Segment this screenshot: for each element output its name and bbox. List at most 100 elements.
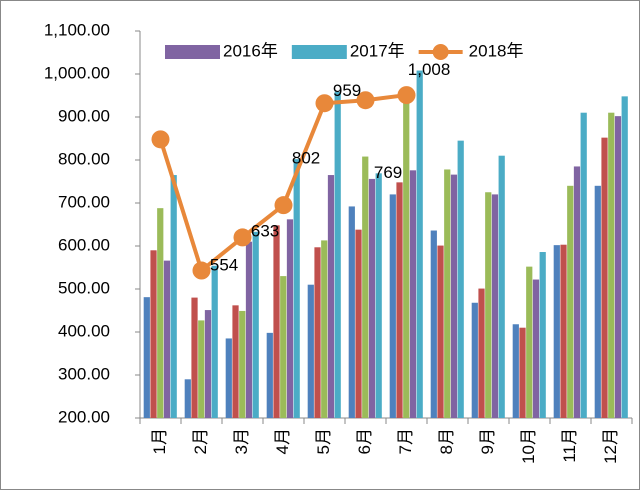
legend-label: 2018年: [469, 41, 524, 60]
bar: [396, 182, 403, 418]
bar: [355, 229, 362, 418]
x-tick-label: 1月: [150, 428, 169, 454]
y-tick-label: 400.00: [58, 321, 110, 340]
bar: [519, 327, 526, 418]
bar: [450, 174, 458, 418]
bar: [280, 276, 287, 418]
bar: [314, 247, 321, 418]
y-tick-label: 700.00: [58, 192, 110, 211]
line-marker: [274, 196, 293, 215]
bar: [444, 169, 451, 418]
bar: [389, 194, 396, 418]
legend-marker: [432, 44, 449, 60]
bar: [409, 170, 417, 418]
bar: [512, 324, 519, 418]
bar: [273, 225, 280, 418]
x-tick-label: 6月: [355, 428, 374, 454]
bar: [150, 250, 157, 418]
bar: [143, 297, 150, 418]
data-label: 1,008: [408, 60, 451, 79]
line-marker: [151, 130, 170, 149]
bar: [334, 91, 341, 418]
bar: [266, 332, 273, 418]
bar: [327, 175, 335, 418]
bar: [491, 194, 499, 418]
line-marker: [192, 261, 211, 280]
y-tick-label: 900.00: [58, 106, 110, 125]
legend-swatch: [165, 45, 220, 59]
y-tick-label: 300.00: [58, 364, 110, 383]
bar: [211, 265, 218, 418]
bar: [532, 279, 540, 418]
legend-swatch: [291, 45, 347, 59]
bar: [184, 379, 191, 418]
bar: [368, 178, 376, 418]
line-marker: [233, 228, 252, 247]
bar: [239, 310, 246, 418]
bar: [163, 260, 171, 418]
bar: [191, 297, 198, 418]
bar: [594, 185, 601, 418]
bar: [614, 116, 622, 418]
legend-label: 2017年: [350, 41, 405, 60]
bar: [580, 112, 587, 418]
bar: [293, 159, 300, 418]
y-tick-label: 500.00: [58, 278, 110, 297]
bar: [252, 231, 259, 418]
y-tick-label: 600.00: [58, 235, 110, 254]
bar: [539, 252, 546, 418]
line-marker: [397, 86, 416, 105]
bar: [601, 137, 608, 418]
x-tick-label: 10月: [519, 428, 538, 464]
bar: [225, 338, 232, 418]
x-tick-label: 7月: [396, 428, 415, 454]
data-label: 959: [333, 81, 361, 100]
line-marker: [315, 94, 334, 113]
x-tick-label: 8月: [437, 428, 456, 454]
bar: [567, 185, 574, 418]
legend-label: 2016年: [223, 41, 278, 60]
bar: [362, 156, 369, 418]
line-marker: [356, 91, 375, 110]
bar: [471, 302, 478, 418]
y-tick-label: 800.00: [58, 149, 110, 168]
y-tick-label: 1,000.00: [44, 63, 110, 82]
bar: [204, 310, 212, 418]
bar: [375, 173, 382, 418]
bar: [403, 93, 410, 418]
bar: [560, 244, 567, 418]
bar: [526, 266, 533, 418]
bar: [245, 241, 253, 418]
y-tick-label: 200.00: [58, 407, 110, 426]
y-tick-label: 1,100.00: [44, 20, 110, 39]
x-tick-label: 3月: [232, 428, 251, 454]
x-tick-label: 9月: [478, 428, 497, 454]
bar: [457, 140, 464, 418]
bar: [286, 219, 294, 418]
bar: [498, 155, 505, 418]
data-label: 802: [292, 149, 320, 168]
bar: [621, 96, 628, 419]
data-label: 633: [251, 221, 279, 240]
bar: [608, 112, 615, 418]
data-label: 769: [374, 163, 402, 182]
bar: [430, 230, 437, 418]
bar: [170, 175, 177, 418]
x-tick-label: 2月: [191, 428, 210, 454]
bar: [416, 70, 423, 418]
bar: [437, 245, 444, 418]
bar: [553, 245, 560, 418]
x-tick-label: 5月: [314, 428, 333, 454]
x-tick-label: 4月: [273, 428, 292, 454]
bar: [573, 166, 581, 418]
bar: [478, 288, 485, 418]
data-label: 554: [210, 255, 238, 274]
x-tick-label: 11月: [560, 428, 579, 463]
x-tick-label: 12月: [601, 428, 620, 464]
bar: [348, 206, 355, 418]
bar: [321, 240, 328, 418]
bar: [157, 208, 164, 418]
bar: [485, 192, 492, 418]
bar: [232, 305, 239, 418]
